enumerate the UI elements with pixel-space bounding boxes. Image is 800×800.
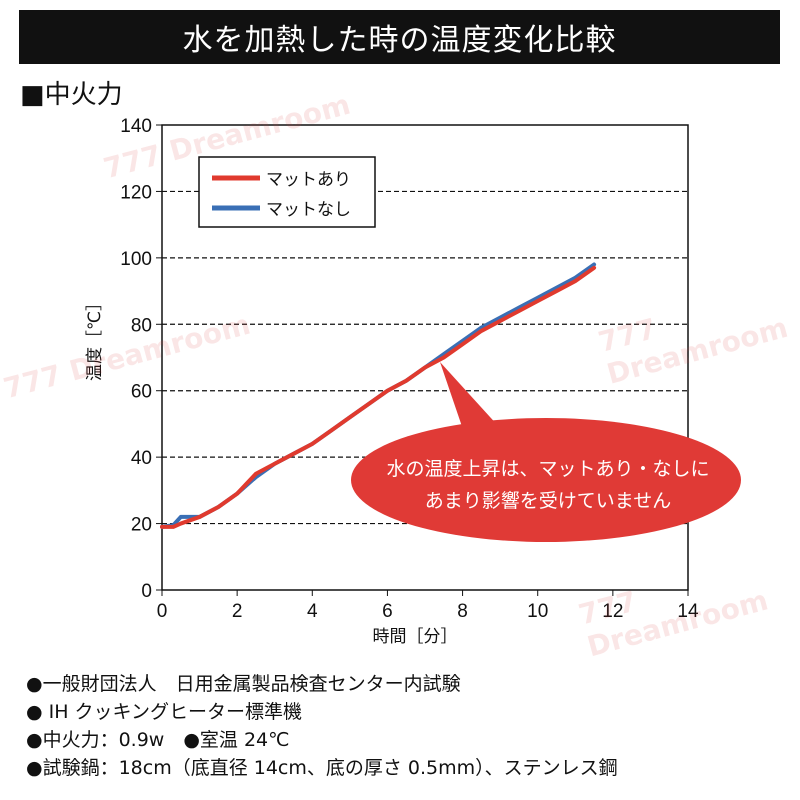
callout-bubble	[351, 418, 741, 542]
x-tick-label: 8	[457, 601, 468, 622]
callout-text: あまり影響を受けていません	[425, 490, 671, 512]
y-tick-label: 80	[131, 315, 152, 336]
x-tick-label: 6	[382, 601, 393, 622]
note-line: ● IH クッキングヒーター標準機	[26, 701, 302, 723]
page-title: 水を加熱した時の温度変化比較	[19, 10, 780, 64]
legend-box	[198, 156, 376, 228]
x-tick-label: 0	[157, 601, 168, 622]
callout-text: 水の温度上昇は、マットあり・なしに	[386, 458, 709, 480]
y-tick-label: 140	[120, 116, 152, 137]
y-axis-label: 温度［℃］	[85, 294, 105, 381]
x-tick-label: 4	[307, 601, 318, 622]
y-tick-label: 40	[131, 448, 152, 469]
y-tick-label: 0	[141, 581, 152, 602]
x-axis-label: 時間［分］	[373, 627, 458, 647]
legend-label: マットあり	[266, 170, 351, 190]
x-tick-label: 12	[602, 601, 623, 622]
title-text: 水を加熱した時の温度変化比較	[182, 23, 617, 58]
y-tick-label: 60	[131, 382, 152, 403]
chart-subtitle: ■中火力	[20, 80, 123, 110]
note-line: ●中火力：0.9w ●室温 24℃	[26, 729, 290, 751]
note-line: ●試験鍋：18cm（底直径 14cm、底の厚さ 0.5mm）、ステンレス鋼	[26, 757, 618, 779]
y-tick-label: 100	[120, 249, 152, 270]
y-tick-label: 20	[131, 515, 152, 536]
y-tick-label: 120	[120, 182, 152, 203]
x-tick-label: 14	[677, 601, 699, 622]
test-conditions: ●一般財団法人 日用金属製品検査センター内試験 ● IH クッキングヒーター標準…	[26, 670, 618, 782]
series-line-mat-on	[160, 265, 597, 529]
x-tick-label: 10	[527, 601, 548, 622]
note-line: ●一般財団法人 日用金属製品検査センター内試験	[26, 673, 461, 695]
legend-label: マットなし	[266, 200, 351, 220]
x-tick-label: 2	[232, 601, 243, 622]
